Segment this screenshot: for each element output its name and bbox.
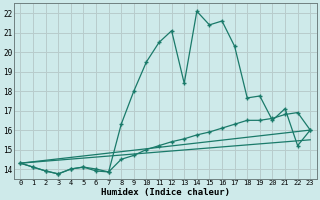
X-axis label: Humidex (Indice chaleur): Humidex (Indice chaleur) (101, 188, 230, 197)
